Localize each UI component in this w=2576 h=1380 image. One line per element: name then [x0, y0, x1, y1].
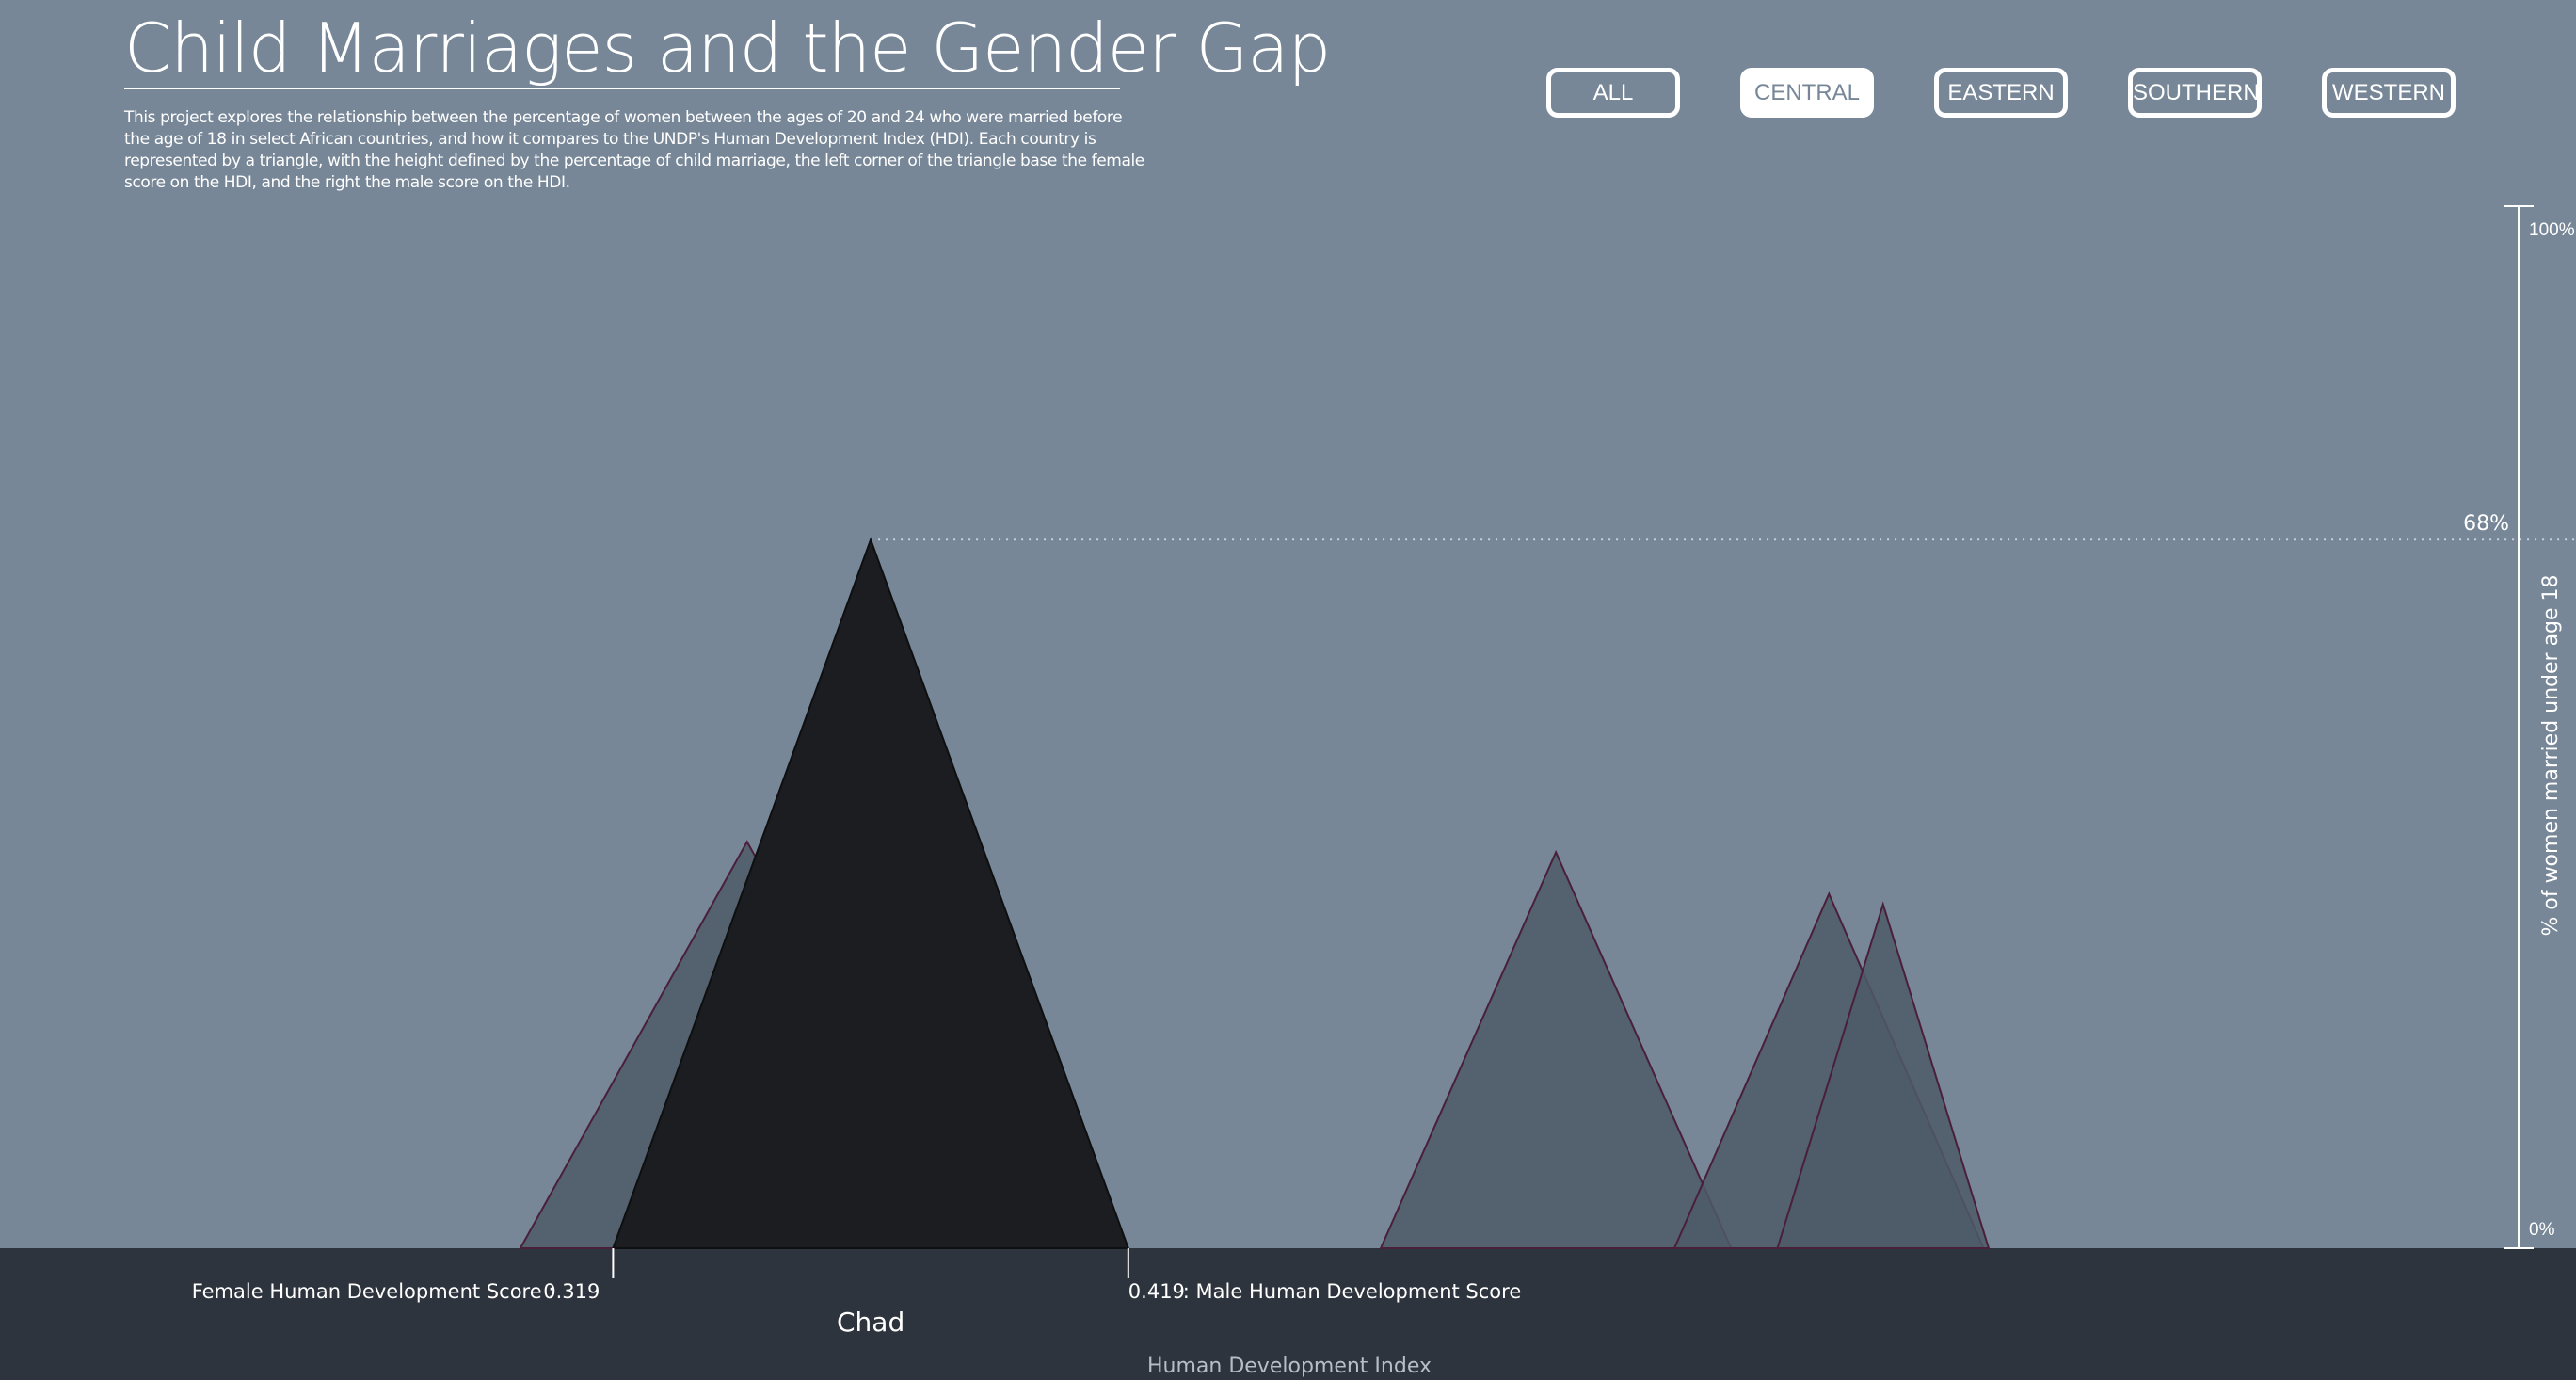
male-score-label: : Male Human Development Score	[1183, 1280, 1521, 1303]
y-tick-label-100: 100%	[2529, 220, 2575, 240]
filter-eastern-button[interactable]: EASTERN	[1934, 68, 2068, 118]
filter-southern-button[interactable]: SOUTHERN	[2128, 68, 2262, 118]
y-axis-label: % of women married under age 18	[2539, 574, 2563, 936]
country-triangle[interactable]	[1379, 849, 1733, 1249]
title-divider	[124, 88, 1120, 89]
x-axis-label: Human Development Index	[1147, 1355, 1432, 1378]
project-description: This project explores the relationship b…	[124, 108, 1144, 192]
female-score-value: 0.319	[543, 1280, 600, 1303]
male-score-value: 0.419	[1128, 1280, 1185, 1303]
filter-all-button[interactable]: ALL	[1546, 68, 1680, 118]
country-name-label: Chad	[837, 1307, 904, 1338]
y-tick-label-0: 0%	[2529, 1220, 2555, 1240]
country-triangle[interactable]	[1776, 901, 1991, 1249]
page-title: Child Marriages and the Gender Gap	[124, 8, 1331, 88]
filter-central-button[interactable]: CENTRAL	[1740, 68, 1874, 118]
ground-band	[0, 1248, 2576, 1380]
filter-western-button[interactable]: WESTERN	[2322, 68, 2456, 118]
country-triangle-highlighted[interactable]	[611, 537, 1130, 1249]
female-score-label: Female Human Development Score :	[192, 1280, 555, 1303]
highlight-value-label: 68%	[2463, 512, 2509, 536]
